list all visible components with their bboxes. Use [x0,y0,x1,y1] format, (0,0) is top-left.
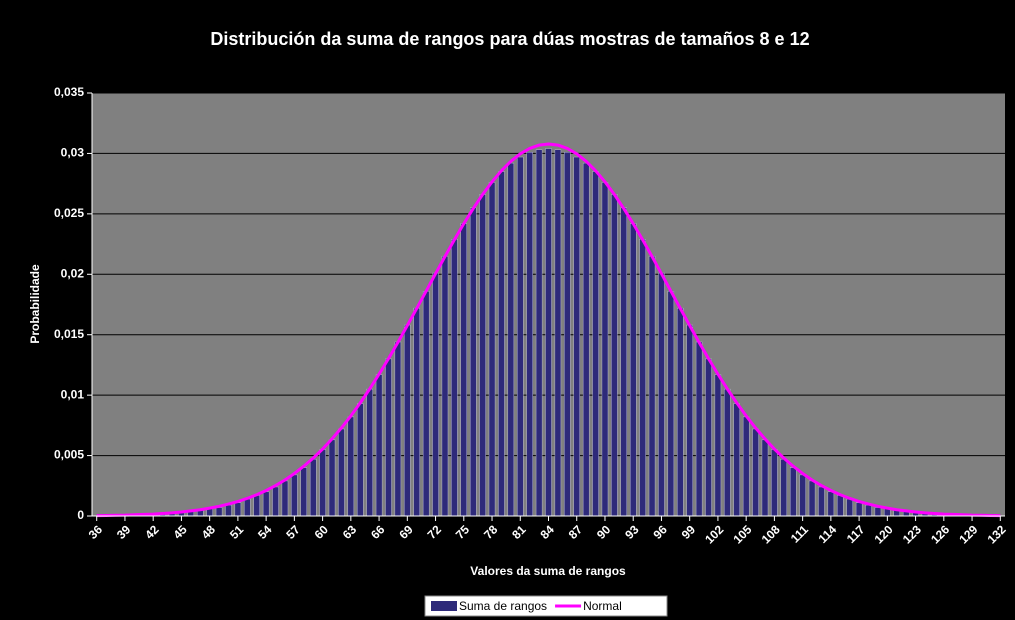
y-tick-label: 0,02 [61,266,85,280]
bar [724,388,731,517]
bar [611,194,618,517]
bar [498,171,505,517]
bar [601,182,609,517]
y-tick-label: 0 [77,508,84,522]
bar [488,182,496,517]
bar [281,480,289,517]
bar [357,403,364,517]
bar [573,156,580,517]
bar [291,474,298,517]
legend-label: Normal [583,599,622,613]
bar [582,162,590,517]
bar [629,223,637,517]
bar [244,498,251,517]
legend-label: Suma de rangos [459,599,547,613]
bar [432,272,439,517]
bar [686,324,693,517]
bar [818,486,825,517]
bar [865,504,872,517]
y-tick-label: 0,03 [61,146,85,160]
bar [545,148,552,517]
bar [790,467,797,517]
y-tick-label: 0,015 [54,327,84,341]
bar [855,502,863,517]
bar [554,149,562,517]
bar [469,207,477,517]
bar [677,307,684,517]
bar [695,341,703,517]
bar [639,239,646,517]
y-tick-label: 0,025 [54,206,84,220]
x-axis-title: Valores da suma de rangos [470,564,626,578]
bar [347,416,355,517]
bar [874,507,882,517]
bar [422,291,430,517]
bar [309,458,317,517]
bar [394,341,402,517]
bar [385,358,392,517]
bar [319,449,326,517]
y-axis-title: Probabilidade [28,264,42,344]
bar [771,449,778,517]
bar [733,403,740,517]
bar [234,502,242,517]
bar [215,507,223,517]
legend [424,595,668,617]
bar [799,474,806,517]
bar [648,255,656,517]
bar [714,374,722,517]
bar [592,171,599,517]
bar [338,428,345,517]
bar [846,498,853,517]
bar [620,207,628,517]
bar [837,495,844,517]
bar [328,439,336,517]
line [96,142,1001,518]
bar [460,223,468,517]
y-tick-label: 0,035 [54,85,84,99]
bar [441,255,449,517]
chart-title: Distribución da suma de rangos para dúas… [210,29,809,49]
bar [752,428,759,517]
bar [705,358,712,517]
bar [225,504,232,517]
y-tick-label: 0,01 [61,387,85,401]
bar [517,156,524,517]
bar [413,307,420,517]
bar [780,458,788,517]
bar [479,194,486,517]
bar [253,495,260,517]
bar [507,162,515,517]
bar [526,152,533,517]
bar [404,324,411,517]
bar [808,480,816,517]
y-tick-label: 0,005 [54,448,84,462]
bar [535,149,543,517]
bar [375,374,383,517]
bar [761,439,769,517]
bar [742,416,750,517]
legend-swatch [431,601,457,611]
bar [667,291,675,517]
bar [564,152,571,517]
bar [451,239,458,517]
bar [827,491,835,517]
bar [272,486,279,517]
bar [300,467,307,517]
bar [658,272,665,517]
bar [366,388,373,517]
bar [262,491,270,517]
